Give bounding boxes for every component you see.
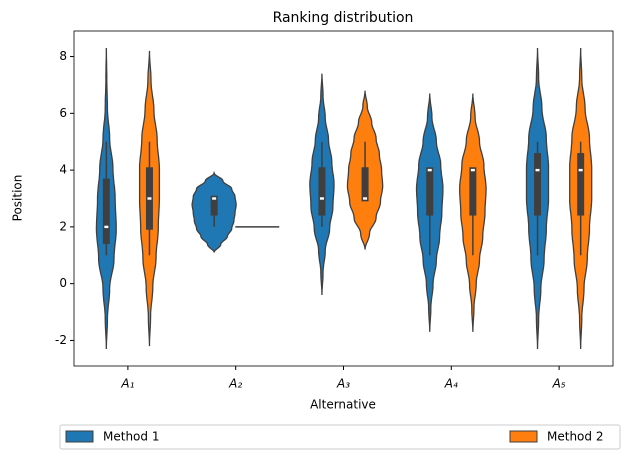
box [102,178,110,244]
legend-swatch [509,430,538,443]
y-tick-label: 2 [59,219,67,233]
median [363,197,368,200]
x-tick-label: A₃ [336,377,350,391]
box [577,153,585,216]
legend-label: Method 1 [103,430,159,444]
x-axis-label: Alternative [310,398,376,412]
median [104,225,109,229]
median [535,168,540,172]
box [469,167,477,216]
box [361,167,369,202]
legend-box [59,424,621,450]
legend-swatch [65,430,94,443]
median [578,168,583,172]
median [212,197,217,200]
chart-title: Ranking distribution [273,10,414,26]
x-tick-label: A₄ [444,377,458,391]
y-tick-label: 0 [59,276,67,290]
median [319,197,324,200]
y-axis-label: Position [11,175,25,222]
y-tick-label: 6 [59,106,67,120]
median [427,168,432,172]
box [534,153,542,216]
x-tick-label: A₂ [228,377,242,391]
median [470,168,475,172]
box [210,195,218,216]
x-tick-label: A₅ [552,377,566,391]
legend-label: Method 2 [547,430,603,444]
plot-frame [73,30,614,367]
y-tick-label: 8 [59,49,67,63]
box [426,167,434,216]
y-tick-label: -2 [55,333,67,347]
box [318,167,326,216]
x-tick-label: A₁ [120,377,134,391]
y-tick-label: 4 [59,163,67,177]
median [147,197,152,200]
